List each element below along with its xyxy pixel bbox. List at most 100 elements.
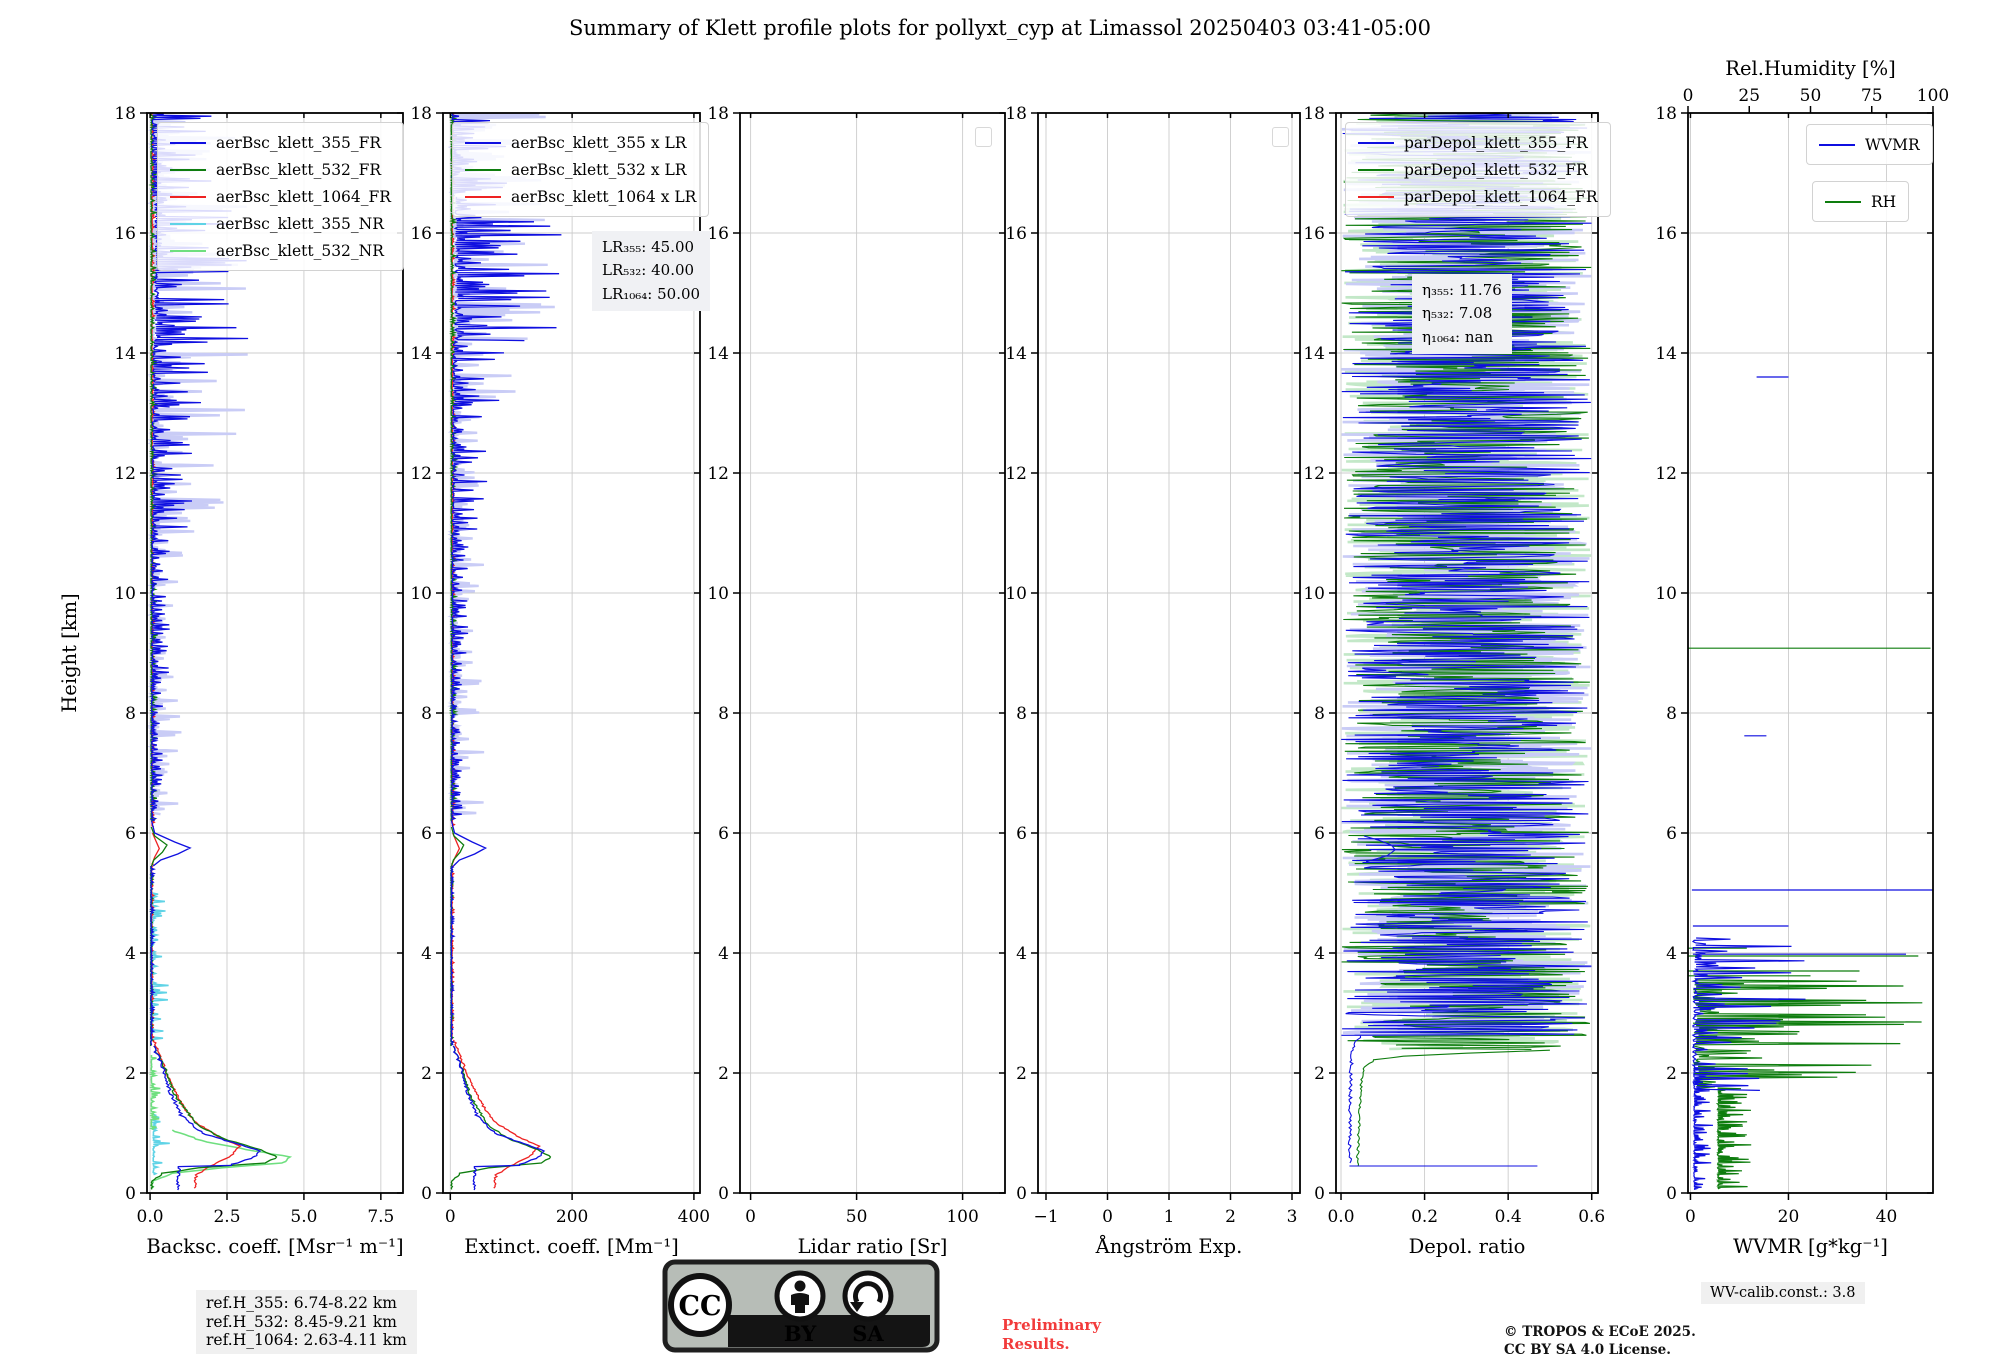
x-tick-label: 50	[846, 1207, 868, 1227]
legend-line-sample	[1358, 195, 1394, 198]
legend-label: aerBsc_klett_532 x LR	[511, 160, 687, 179]
y-tick-label: 6	[421, 824, 432, 844]
legend-line-sample	[170, 168, 206, 171]
x-tick-label: 0	[745, 1207, 756, 1227]
y-tick-label: 18	[1303, 104, 1325, 124]
legend-rh: RH	[1812, 181, 1910, 222]
y-tick-label: 6	[1314, 824, 1325, 844]
y-tick-label: 12	[1005, 464, 1027, 484]
panel-wvmr: 0 2 4 6 8 10 12 14 16 18 0 20 40 0 25 50 75 100 WVMR [g*kg…	[1655, 57, 1949, 1258]
y-tick-label: 10	[707, 584, 729, 604]
sa-arrow-arc	[853, 1281, 883, 1304]
y-tick-label: 16	[1005, 224, 1027, 244]
y-tick-label: 12	[1655, 464, 1677, 484]
panel-backscatter: 0 2 4 6 8 10 12 14 16 18 0.0 2.5 5.0 7.5 Backsc. coeff…	[114, 104, 404, 1258]
y-tick-label: 4	[1314, 944, 1325, 964]
reference-height-annotation: ref.H_355: 6.74-8.22 km ref.H_532: 8.45-…	[196, 1290, 417, 1354]
y-tick-label: 14	[1655, 344, 1677, 364]
y-tick-label: 4	[1016, 944, 1027, 964]
y-tick-label: 2	[1016, 1064, 1027, 1084]
gridlines	[147, 113, 403, 1193]
y-tick-label: 4	[421, 944, 432, 964]
y-tick-label: 14	[707, 344, 729, 364]
y-tick-label: 0	[718, 1184, 729, 1204]
x-tick-label: 200	[556, 1207, 588, 1227]
top-tick-label: 75	[1861, 86, 1883, 106]
series-aerBsc_klett_532_FR	[148, 113, 278, 1190]
x-tick-label: 0	[445, 1207, 456, 1227]
legend-entry: parDepol_klett_532_FR	[1358, 156, 1598, 183]
y-tick-label: 14	[114, 344, 136, 364]
annotation-line: LR₃₅₅: 45.00	[602, 238, 695, 256]
legend-label: aerBsc_klett_1064_FR	[216, 187, 391, 206]
legend-entry: aerBsc_klett_532_FR	[170, 156, 391, 183]
y-tick-label: 18	[410, 104, 432, 124]
tick-marks	[140, 112, 403, 1200]
x-tick-label: 2.5	[213, 1207, 240, 1227]
legend-line-sample	[170, 141, 206, 144]
legend-line-sample	[170, 249, 206, 252]
series-WVMR	[1691, 376, 1933, 1190]
x-tick-label: 40	[1876, 1207, 1898, 1227]
y-tick-label: 8	[1666, 704, 1677, 724]
tick-marks	[436, 112, 700, 1200]
legend-entry: aerBsc_klett_355 x LR	[465, 129, 696, 156]
top-tick-label: 25	[1738, 86, 1760, 106]
y-tick-label: 8	[1016, 704, 1027, 724]
person-head	[794, 1280, 806, 1292]
x-tick-label: 100	[946, 1207, 978, 1227]
top-tick-label: 50	[1800, 86, 1822, 106]
x-tick-label: 0.6	[1578, 1207, 1605, 1227]
y-tick-label: 14	[1005, 344, 1027, 364]
series-RH	[1688, 647, 1931, 1190]
tick-marks	[1329, 112, 1598, 1200]
x-axis-label: Depol. ratio	[1409, 1235, 1526, 1258]
x-tick-label: 3	[1287, 1207, 1298, 1227]
y-tick-label: 12	[114, 464, 136, 484]
legend-label: aerBsc_klett_1064 x LR	[511, 187, 697, 206]
preliminary-results-note: Preliminary Results.	[1002, 1316, 1101, 1354]
x-tick-label: 0	[1685, 1207, 1696, 1227]
tick-labels: 0 2 4 6 8 10 12 14 16 18 0.0 2.5 5.0 7.5	[114, 104, 394, 1227]
preliminary-line-1: Preliminary	[1002, 1316, 1101, 1334]
legend-label: aerBsc_klett_532_FR	[216, 160, 382, 179]
copyright-note: © TROPOS & ECoE 2025. CC BY SA 4.0 Licen…	[1504, 1324, 1696, 1359]
legend-label: aerBsc_klett_355 x LR	[511, 133, 687, 152]
y-tick-label: 8	[421, 704, 432, 724]
ref-height-532: ref.H_532: 8.45-9.21 km	[206, 1312, 397, 1331]
legend-panel-depol-ratio: parDepol_klett_355_FR parDepol_klett_532_…	[1345, 122, 1611, 217]
x-tick-label: 400	[678, 1207, 710, 1227]
axes-frame	[146, 112, 404, 1194]
empty-legend-box-angstrom	[1272, 127, 1289, 147]
legend-line-sample	[465, 168, 501, 171]
legend-entry: parDepol_klett_355_FR	[1358, 129, 1598, 156]
legend-label: RH	[1871, 192, 1897, 211]
y-tick-label: 6	[125, 824, 136, 844]
annotation-extinction: LR₃₅₅: 45.00 LR₅₃₂: 40.00 LR₁₀₆₄: 50.00	[592, 231, 711, 311]
y-tick-label: 2	[718, 1064, 729, 1084]
x-tick-label: 20	[1778, 1207, 1800, 1227]
ref-height-355: ref.H_355: 6.74-8.22 km	[206, 1294, 397, 1312]
axes-frame	[1335, 112, 1599, 1194]
tick-labels: 0 2 4 6 8 10 12 14 16 18 0.0 0.2 0.4 0.6	[1303, 104, 1605, 1227]
x-axis-label: WVMR [g*kg⁻¹]	[1733, 1235, 1888, 1258]
y-tick-label: 10	[1303, 584, 1325, 604]
y-tick-label: 12	[1303, 464, 1325, 484]
y-tick-label: 16	[707, 224, 729, 244]
legend-label: WVMR	[1865, 135, 1920, 154]
tick-labels: 0 2 4 6 8 10 12 14 16 18 0 20 40 0 25 50 75 100	[1655, 86, 1949, 1227]
legend-line-sample	[170, 222, 206, 225]
legend-entry: aerBsc_klett_355_FR	[170, 129, 391, 156]
y-tick-label: 10	[114, 584, 136, 604]
y-tick-label: 18	[707, 104, 729, 124]
x-tick-label: 5.0	[290, 1207, 317, 1227]
legend-entry: aerBsc_klett_532_NR	[170, 237, 391, 264]
y-tick-label: 6	[1016, 824, 1027, 844]
legend-panel-extinction: aerBsc_klett_355 x LR aerBsc_klett_532 x …	[452, 122, 710, 217]
legend-line-sample	[1358, 168, 1394, 171]
y-tick-label: 8	[718, 704, 729, 724]
top-tick-label: 0	[1683, 86, 1694, 106]
